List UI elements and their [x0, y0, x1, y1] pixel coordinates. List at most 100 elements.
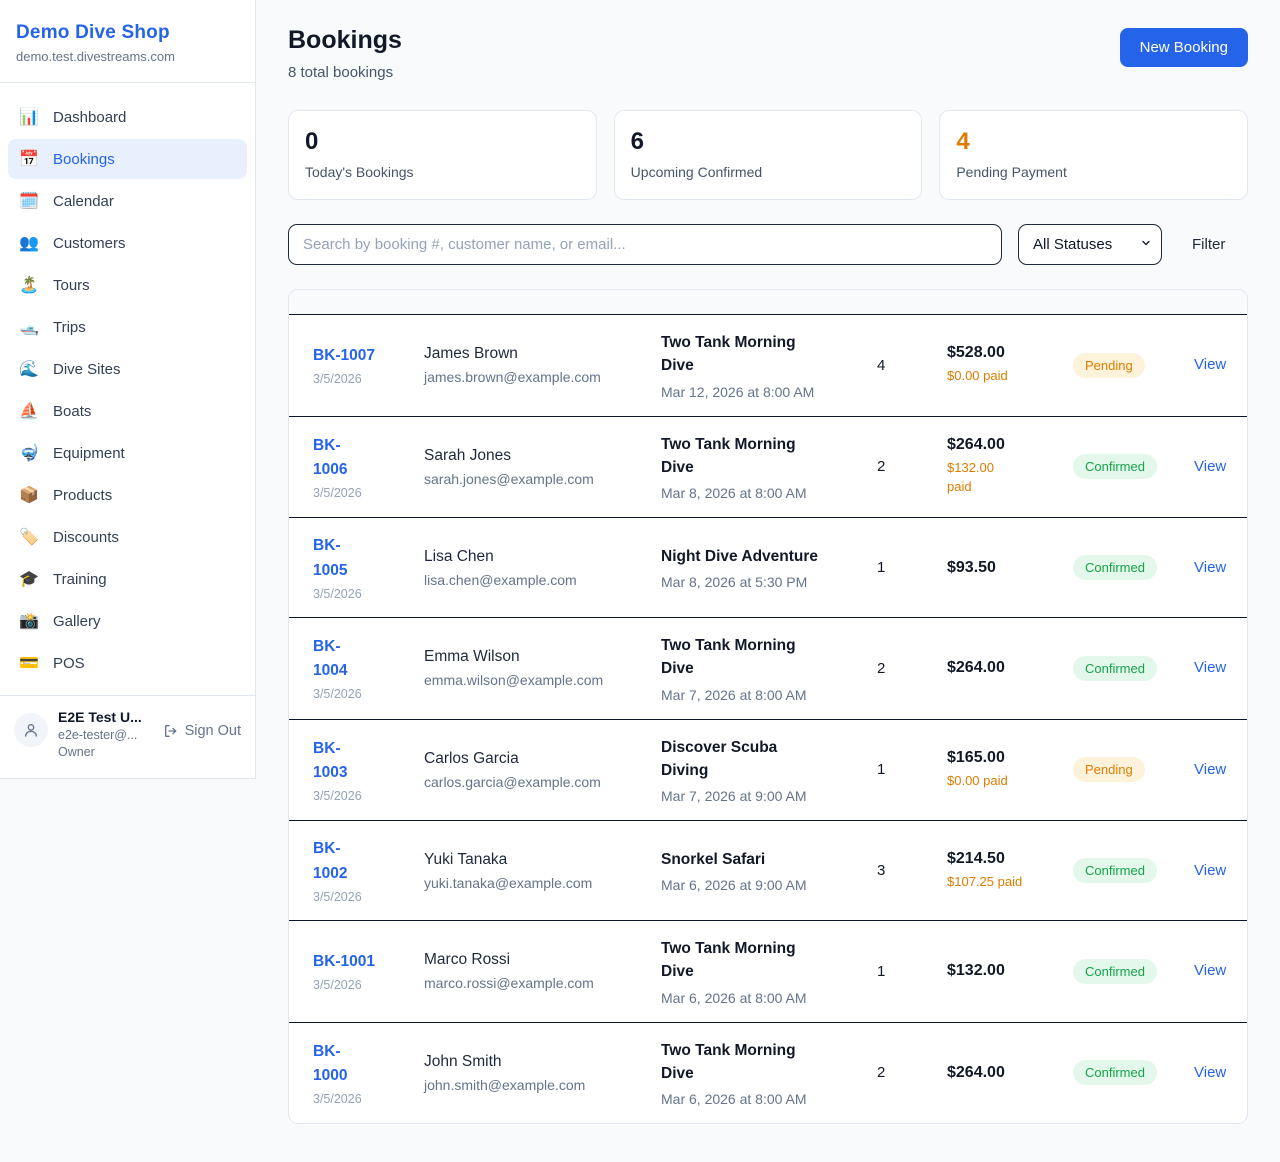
total-amount: $264.00	[947, 1063, 1005, 1081]
view-link[interactable]: View	[1194, 760, 1227, 778]
stat-value: 4	[956, 128, 970, 155]
customer-email: yuki.tanaka@example.com	[424, 874, 593, 891]
view-link[interactable]: View	[1194, 962, 1227, 980]
customer-email: emma.wilson@example.com	[424, 672, 604, 689]
paid-amount: $107.25 paid	[947, 873, 1023, 889]
booking-id-link[interactable]: BK- 1004	[313, 638, 348, 680]
sidebar-item-training[interactable]: 🎓 Training	[8, 559, 247, 599]
paid-amount: $0.00 paid	[947, 368, 1008, 384]
view-link[interactable]: View	[1194, 356, 1227, 374]
trip-date: Mar 6, 2026 at 8:00 AM	[661, 1091, 807, 1107]
sidebar-item-equipment[interactable]: 🤿 Equipment	[8, 433, 247, 473]
sidebar-item-dive-sites[interactable]: 🌊 Dive Sites	[8, 349, 247, 389]
sidebar-item-calendar[interactable]: 🗓️ Calendar	[8, 181, 247, 221]
sidebar-item-label: Calendar	[53, 192, 114, 210]
trip-date: Mar 6, 2026 at 8:00 AM	[661, 989, 807, 1006]
customer-email: marco.rossi@example.com	[424, 975, 594, 992]
sign-out-label: Sign Out	[184, 723, 241, 739]
sidebar-item-label: Boats	[53, 402, 92, 420]
sidebar-item-discounts[interactable]: 🏷️ Discounts	[8, 517, 247, 557]
status-badge: Confirmed	[1073, 858, 1157, 883]
booking-id-link[interactable]: BK- 1006	[313, 436, 348, 478]
status-badge: Confirmed	[1073, 555, 1157, 580]
total-amount: $528.00	[947, 344, 1005, 362]
total-amount: $132.00	[947, 962, 1005, 980]
sidebar-item-bookings[interactable]: 📅 Bookings	[8, 139, 247, 179]
sign-out-button[interactable]: Sign Out	[163, 723, 241, 739]
booking-id-link[interactable]: BK- 1003	[313, 739, 348, 781]
booking-id-link[interactable]: BK- 1005	[313, 537, 348, 579]
sidebar-item-tours[interactable]: 🏝️ Tours	[8, 265, 247, 305]
booking-date: 3/5/2026	[313, 978, 362, 993]
stat-card: 4 Pending Payment	[939, 110, 1249, 200]
customer-name: Yuki Tanaka	[424, 850, 508, 868]
sidebar-item-gallery[interactable]: 📸 Gallery	[8, 601, 247, 641]
table-row: BK- 1004 3/5/2026 Emma Wilson emma.wilso…	[289, 618, 1247, 720]
paid-amount: $0.00 paid	[947, 772, 1008, 788]
user-name: E2E Test U...	[58, 709, 142, 725]
pax-count: 2	[877, 659, 886, 677]
sidebar-item-label: Tours	[53, 276, 90, 294]
diving-mask-icon: 🤿	[19, 445, 39, 462]
status-badge: Pending	[1073, 757, 1145, 783]
camera-icon: 📸	[19, 613, 39, 630]
booking-date: 3/5/2026	[313, 687, 362, 702]
booking-date: 3/5/2026	[313, 485, 362, 500]
sidebar-item-label: Equipment	[53, 444, 125, 462]
sidebar-item-boats[interactable]: ⛵ Boats	[8, 391, 247, 431]
wave-icon: 🌊	[19, 361, 39, 378]
new-booking-button[interactable]: New Booking	[1119, 28, 1248, 67]
trip-name: Discover Scuba Diving	[661, 738, 778, 779]
search-input[interactable]	[288, 224, 1002, 265]
booking-id-link[interactable]: BK- 1002	[313, 840, 348, 882]
table-row: BK- 1006 3/5/2026 Sarah Jones sarah.jone…	[289, 417, 1247, 518]
trip-date: Mar 7, 2026 at 9:00 AM	[661, 788, 807, 804]
view-link[interactable]: View	[1194, 659, 1227, 677]
sidebar-item-label: Products	[53, 486, 113, 504]
filter-row: All Statuses Filter	[288, 224, 1248, 265]
column-header	[424, 290, 661, 314]
column-header	[661, 290, 877, 314]
main-content: Bookings 8 total bookings New Booking 0 …	[256, 0, 1280, 1158]
stat-cards: 0 Today's Bookings 6 Upcoming Confirmed …	[288, 110, 1249, 200]
calendar-icon: 📅	[19, 151, 39, 168]
sidebar-item-products[interactable]: 📦 Products	[8, 475, 247, 515]
sidebar-item-customers[interactable]: 👥 Customers	[8, 223, 247, 263]
trip-name: Night Dive Adventure	[661, 547, 819, 565]
stat-label: Pending Payment	[956, 164, 1067, 180]
view-link[interactable]: View	[1194, 861, 1227, 879]
view-link[interactable]: View	[1194, 457, 1227, 475]
sidebar-item-label: Customers	[53, 234, 126, 252]
customer-name: John Smith	[424, 1052, 502, 1070]
sidebar: Demo Dive Shop demo.test.divestreams.com…	[0, 0, 256, 779]
sidebar-item-trips[interactable]: 🛥️ Trips	[8, 307, 247, 347]
sidebar-item-label: Trips	[53, 318, 86, 336]
total-amount: $165.00	[947, 748, 1005, 766]
sidebar-item-label: Bookings	[53, 150, 115, 168]
paid-amount: $132.00 paid	[947, 460, 994, 495]
sidebar-item-label: Discounts	[53, 528, 119, 546]
table-header-row	[289, 290, 1247, 315]
booking-id-link[interactable]: BK- 1000	[313, 1042, 348, 1084]
status-filter-select[interactable]: All Statuses	[1018, 224, 1162, 265]
stat-value: 0	[305, 128, 319, 155]
booking-id-link[interactable]: BK-1001	[313, 953, 376, 971]
view-link[interactable]: View	[1194, 558, 1227, 576]
sidebar-item-label: Gallery	[53, 612, 101, 630]
credit-card-icon: 💳	[19, 655, 39, 672]
view-link[interactable]: View	[1194, 1063, 1227, 1081]
sidebar-item-pos[interactable]: 💳 POS	[8, 643, 247, 683]
booking-id-link[interactable]: BK-1007	[313, 347, 376, 365]
sidebar-nav: 📊 Dashboard 📅 Bookings 🗓️ Calendar 👥 Cus…	[0, 83, 255, 695]
table-row: BK-1007 3/5/2026 James Brown james.brown…	[289, 315, 1247, 417]
trip-name: Two Tank Morning Dive	[661, 435, 796, 476]
sidebar-item-label: POS	[53, 654, 85, 672]
filter-button[interactable]: Filter	[1178, 228, 1239, 261]
user-box: E2E Test U... e2e-tester@... Owner Sign …	[0, 695, 255, 772]
stat-label: Today's Bookings	[305, 164, 414, 180]
sidebar-item-dashboard[interactable]: 📊 Dashboard	[8, 97, 247, 137]
avatar	[14, 713, 48, 747]
sidebar-item-label: Dive Sites	[53, 360, 121, 378]
booking-date: 3/5/2026	[313, 372, 362, 387]
trip-date: Mar 12, 2026 at 8:00 AM	[661, 383, 815, 400]
